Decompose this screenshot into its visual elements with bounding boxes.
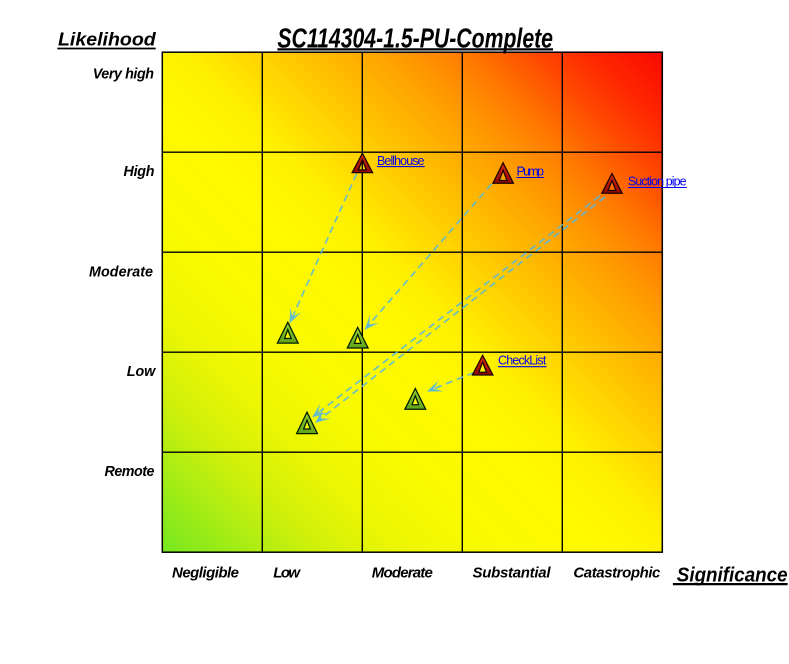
svg-text:Moderate: Moderate	[372, 565, 433, 582]
svg-text:Low: Low	[273, 565, 301, 582]
svg-text:Negligible: Negligible	[172, 565, 239, 582]
svg-text:Pump: Pump	[517, 164, 544, 178]
svg-text:Likelihood: Likelihood	[58, 29, 157, 50]
svg-text:Moderate: Moderate	[89, 265, 153, 281]
svg-text:High: High	[124, 164, 155, 180]
svg-text:Very high: Very high	[93, 66, 155, 82]
svg-text:Substantial: Substantial	[473, 565, 552, 582]
svg-text:Remote: Remote	[105, 464, 155, 480]
svg-text:Bellhouse: Bellhouse	[377, 154, 425, 168]
svg-text:Catastrophic: Catastrophic	[573, 565, 661, 582]
svg-text:CheckList: CheckList	[498, 354, 547, 368]
svg-text:Significance: Significance	[677, 564, 788, 587]
svg-text:Suction pipe: Suction pipe	[628, 174, 687, 188]
svg-text:Low: Low	[127, 364, 156, 380]
